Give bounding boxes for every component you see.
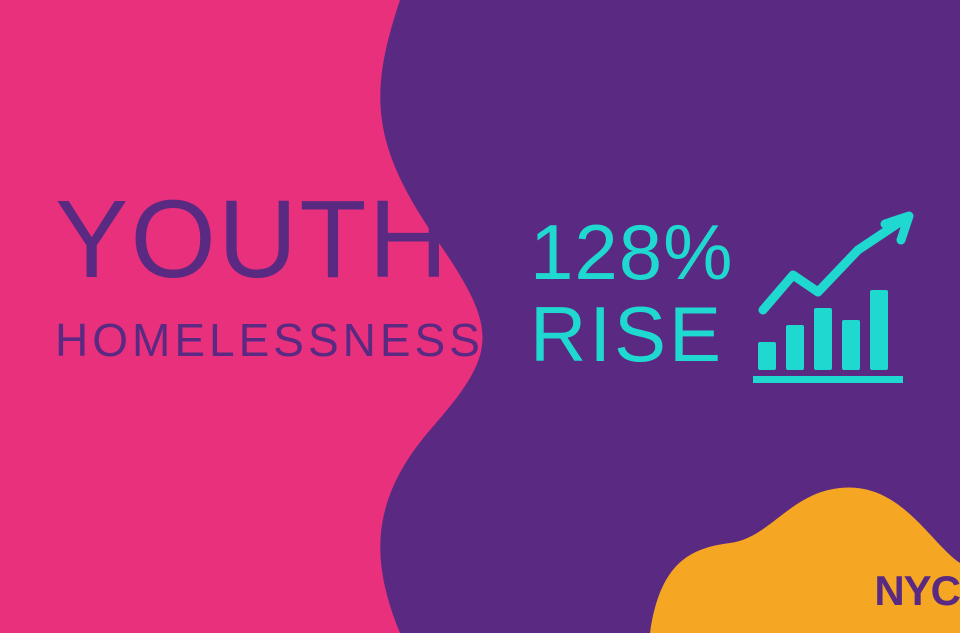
percent-value: 128% [530,215,734,289]
homelessness-heading: HOMELESSNESS [55,313,435,367]
chart-bar [870,290,888,370]
right-text-block: 128% RISE [530,215,734,371]
rising-chart-icon [748,210,948,410]
chart-baseline [753,376,903,383]
nyc-logo: NYC [874,567,960,615]
chart-bar [814,308,832,370]
left-text-block: YOUTH HOMELESSNESS [55,185,435,367]
chart-bar [842,320,860,370]
chart-bar [758,342,776,370]
infographic-canvas: YOUTH HOMELESSNESS 128% RISE NYC [0,0,960,633]
chart-bar [786,325,804,370]
chart-group [753,216,909,383]
rise-label: RISE [530,297,734,371]
youth-heading: YOUTH [55,185,435,295]
